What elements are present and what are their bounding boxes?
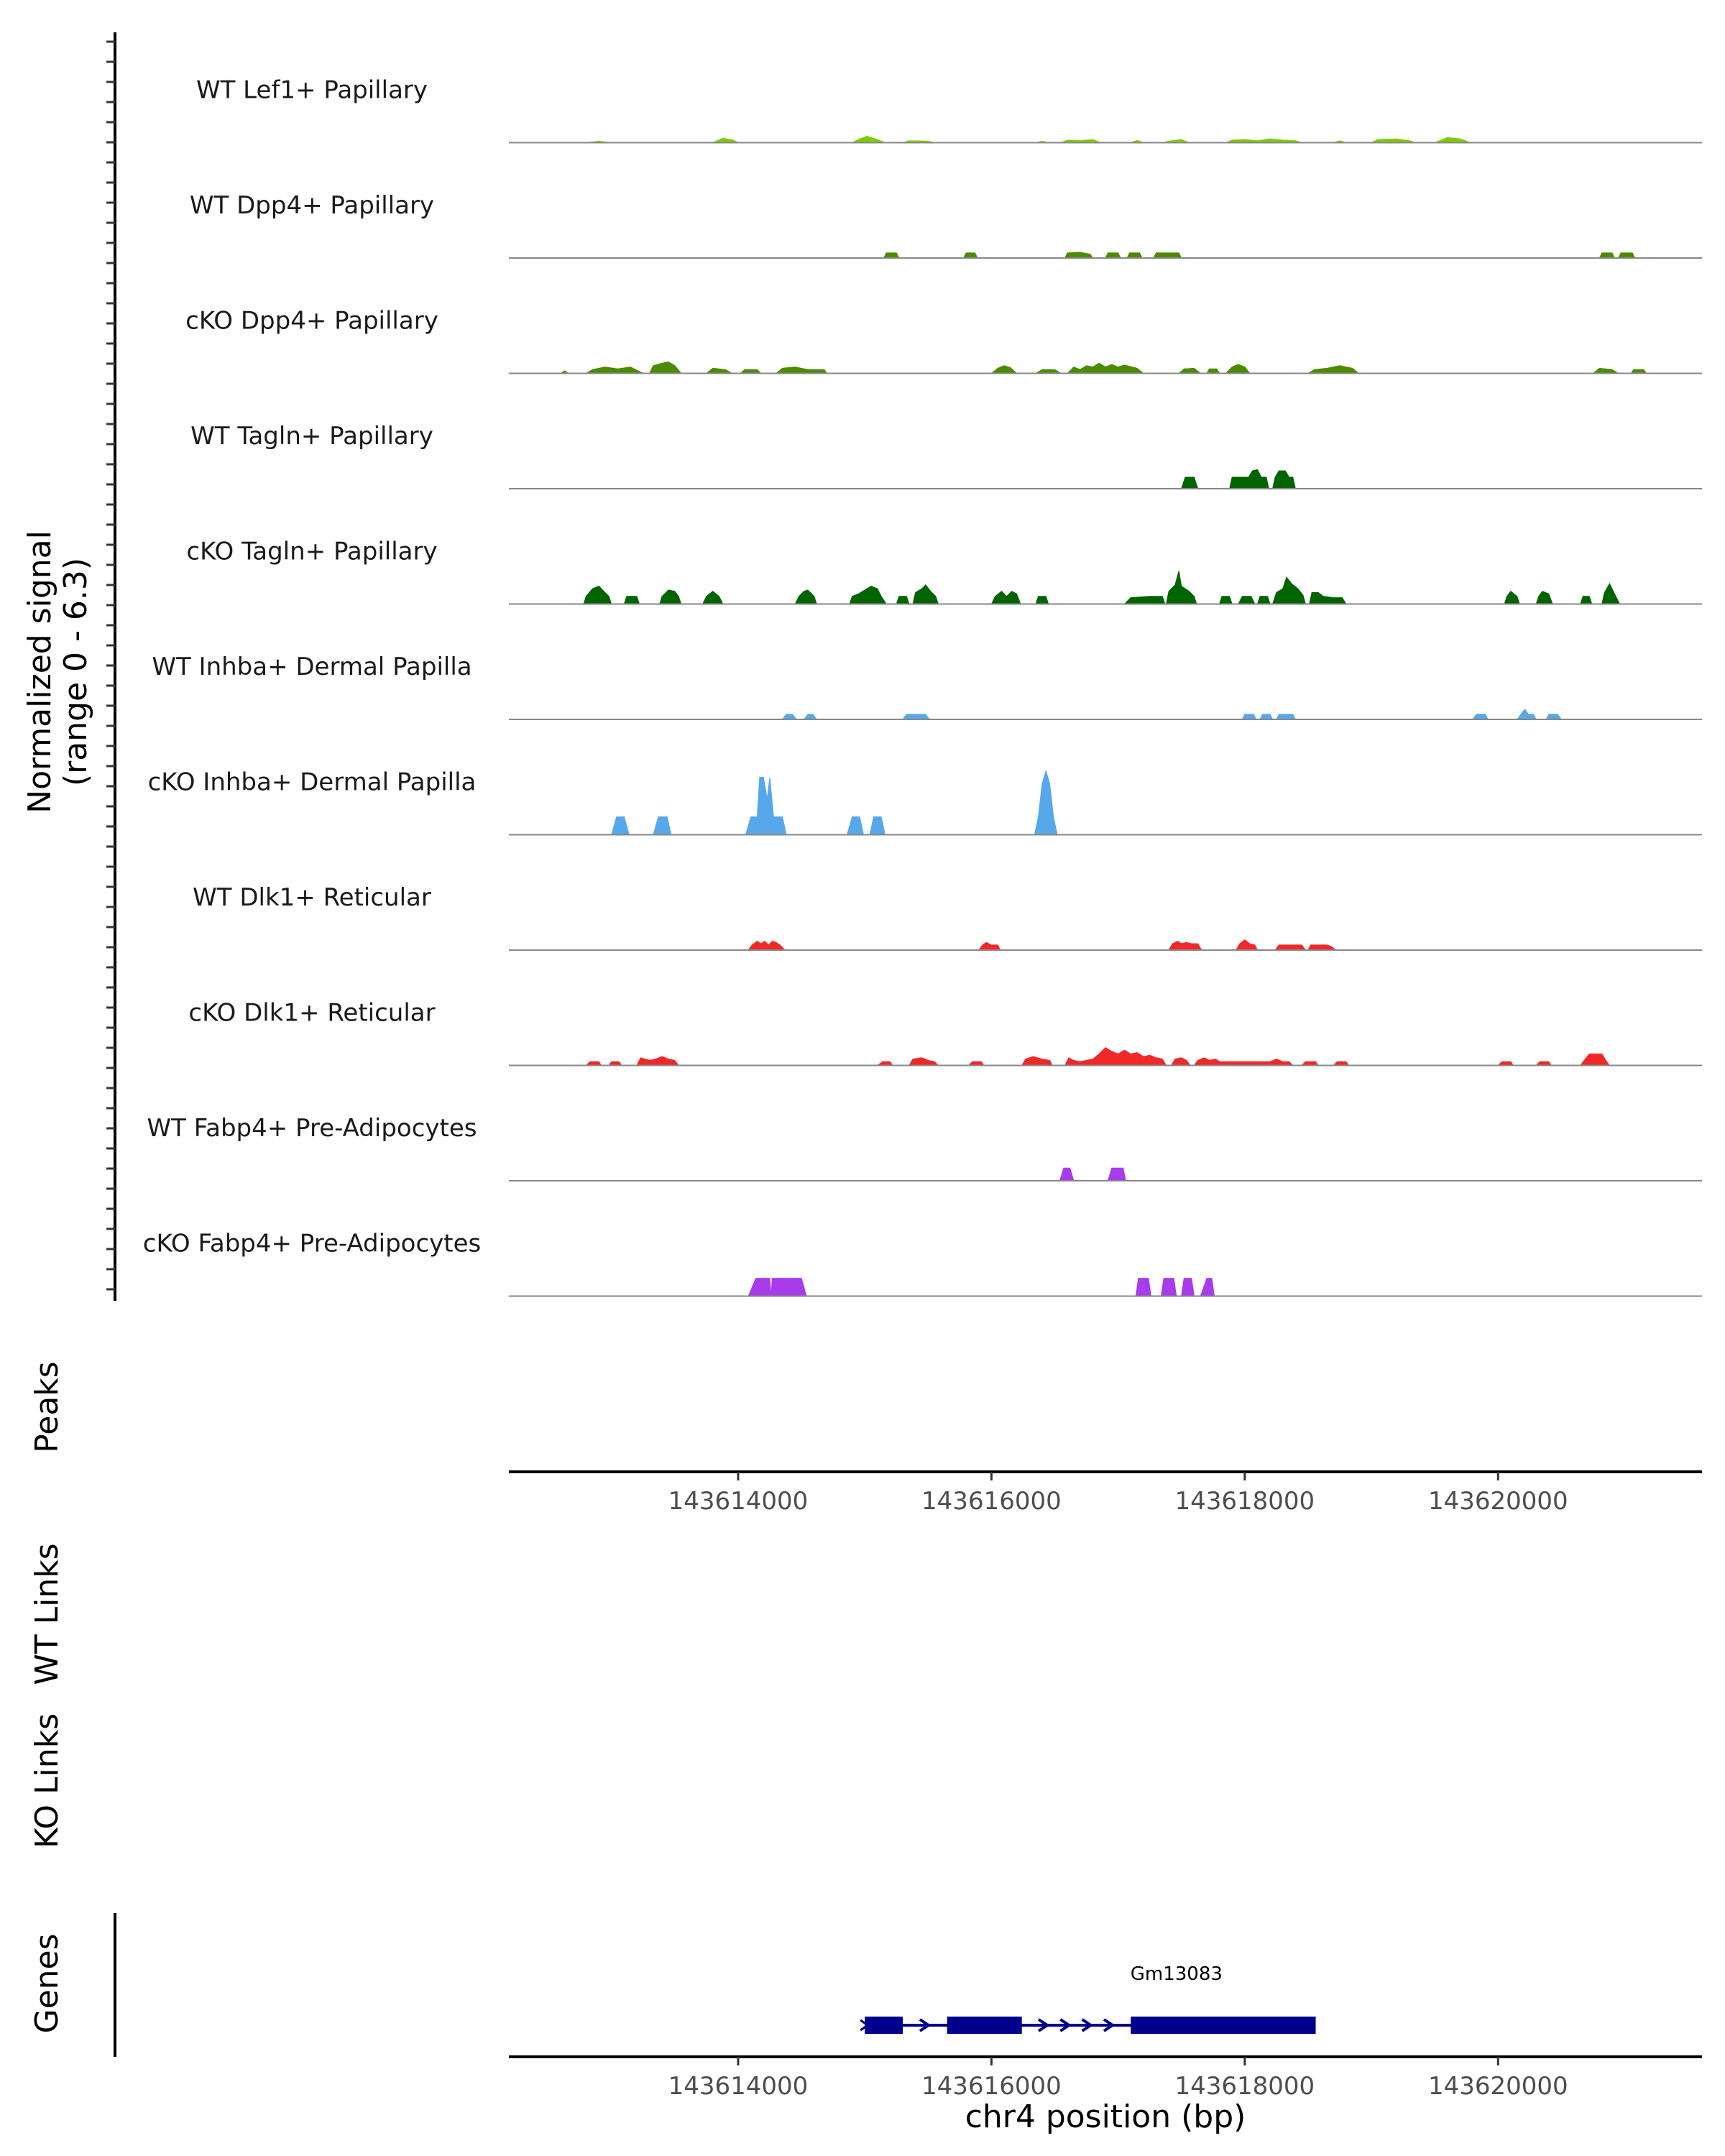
track: cKO Dlk1+ Reticular	[188, 999, 1702, 1067]
coverage-y-axis	[106, 32, 116, 1301]
track-label: cKO Fabp4+ Pre-Adipocytes	[143, 1230, 482, 1258]
x-tick-label: 143614000	[668, 2072, 809, 2101]
track-signal-area	[586, 136, 1471, 143]
gene-track: Gm13083	[860, 1963, 1316, 2034]
x-axis-title: chr4 position (bp)	[965, 2099, 1246, 2135]
track: WT Dlk1+ Reticular	[193, 883, 1702, 951]
track-label: cKO Dlk1+ Reticular	[188, 999, 435, 1028]
track-signal-area	[1181, 469, 1296, 489]
gene-exon	[865, 2017, 903, 2034]
genes-panel-label: Genes	[29, 1933, 65, 2033]
track-label: WT Lef1+ Papillary	[196, 76, 428, 105]
y-axis-title: Normalized signal(range 0 - 6.3)	[22, 530, 94, 814]
track-signal-area	[583, 571, 1621, 604]
track-signal-area	[781, 708, 1563, 720]
x-tick-label: 143618000	[1174, 1487, 1315, 1516]
gene-x-axis: 143614000 143616000 143618000 143620000	[509, 2055, 1702, 2101]
x-tick-label: 143616000	[921, 2072, 1062, 2101]
track-signal-area	[585, 1046, 1611, 1066]
x-tick-label: 143618000	[1174, 2072, 1315, 2101]
track-signal-area	[559, 361, 1647, 374]
y-axis-title-line: Normalized signal	[22, 530, 58, 814]
x-tick-label: 143620000	[1428, 2072, 1568, 2101]
strand-arrow	[919, 2018, 932, 2032]
strand-arrow	[1059, 2018, 1072, 2032]
coverage-tracks: WT Lef1+ Papillary WT Dpp4+ Papillary cKO …	[143, 76, 1702, 1297]
strand-arrow	[1103, 2018, 1116, 2032]
track-signal-area	[1059, 1167, 1126, 1181]
track-label: cKO Tagln+ Papillary	[186, 538, 437, 566]
gene-name-label: Gm13083	[1131, 1963, 1223, 1985]
track: WT Dpp4+ Papillary	[190, 191, 1702, 259]
track: WT Fabp4+ Pre-Adipocytes	[147, 1114, 1702, 1181]
track: cKO Fabp4+ Pre-Adipocytes	[143, 1230, 1702, 1297]
track-label: WT Inhba+ Dermal Papilla	[152, 653, 472, 681]
strand-arrow	[1037, 2018, 1050, 2032]
coverage-x-axis: 143614000 143616000 143618000 143620000	[509, 1470, 1702, 1516]
gene-exon	[947, 2017, 1022, 2034]
track: WT Lef1+ Papillary	[196, 76, 1702, 144]
track-signal-area	[748, 939, 1338, 951]
track-signal-area	[883, 252, 1636, 259]
track-label: WT Dpp4+ Papillary	[190, 191, 434, 220]
ko-links-panel-label: KO Links	[29, 1713, 65, 1848]
track: cKO Tagln+ Papillary	[186, 538, 1702, 605]
gene-exon	[1131, 2017, 1316, 2034]
track-signal-area	[611, 769, 1058, 835]
strand-arrow	[1081, 2018, 1094, 2032]
track-label: WT Tagln+ Papillary	[190, 422, 433, 451]
track-label: cKO Inhba+ Dermal Papilla	[148, 768, 477, 797]
track-label: WT Dlk1+ Reticular	[193, 883, 431, 912]
track-label: cKO Dpp4+ Papillary	[185, 307, 438, 336]
track: cKO Dpp4+ Papillary	[185, 307, 1702, 374]
x-tick-label: 143614000	[668, 1487, 809, 1516]
track: WT Inhba+ Dermal Papilla	[152, 653, 1702, 720]
x-tick-label: 143620000	[1428, 1487, 1568, 1516]
track: cKO Inhba+ Dermal Papilla	[148, 768, 1702, 836]
x-tick-label: 143616000	[921, 1487, 1062, 1516]
track-label: WT Fabp4+ Pre-Adipocytes	[147, 1114, 477, 1143]
wt-links-panel-label: WT Links	[29, 1543, 65, 1685]
peaks-panel-label: Peaks	[29, 1361, 65, 1452]
track-signal-area	[748, 1278, 1215, 1296]
y-axis-title-line: (range 0 - 6.3)	[58, 558, 94, 786]
track: WT Tagln+ Papillary	[190, 422, 1702, 489]
